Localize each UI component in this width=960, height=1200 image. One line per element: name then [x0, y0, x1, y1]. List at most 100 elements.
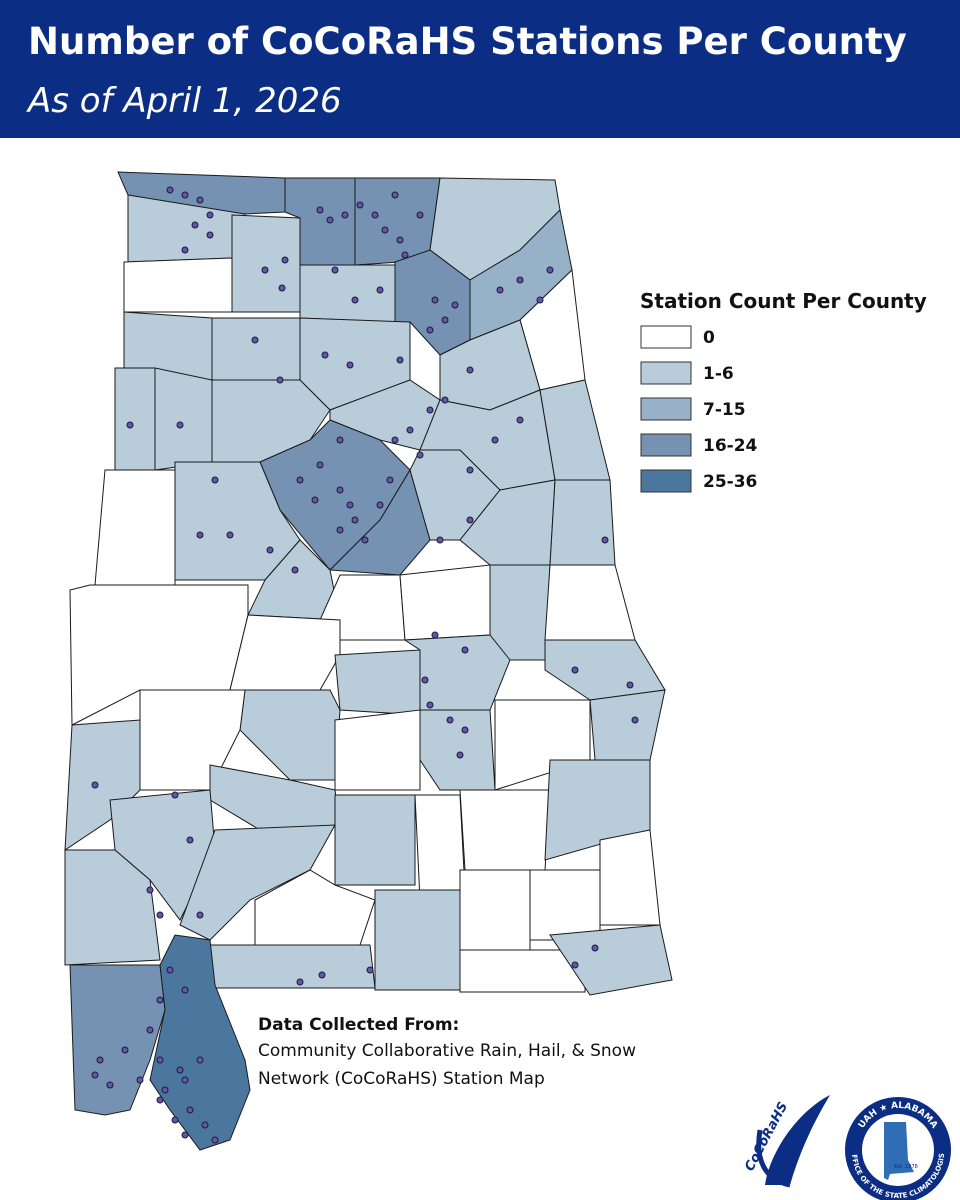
station-dot	[496, 286, 504, 294]
station-dot	[396, 236, 404, 244]
station-dot	[211, 476, 219, 484]
station-dot	[251, 336, 259, 344]
county	[459, 789, 551, 871]
station-dot	[316, 206, 324, 214]
station-dot	[361, 536, 369, 544]
station-dot	[466, 366, 474, 374]
station-dot	[166, 186, 174, 194]
station-dot	[356, 201, 364, 209]
station-dot	[266, 546, 274, 554]
station-dot	[278, 284, 286, 292]
logo-arc	[756, 1129, 791, 1188]
county	[549, 479, 616, 566]
station-dot	[281, 256, 289, 264]
legend-label: 0	[703, 328, 715, 348]
county	[549, 924, 673, 996]
legend-swatch	[640, 361, 692, 385]
legend-label: 7-15	[703, 400, 746, 420]
legend-swatch	[640, 433, 692, 457]
station-dot	[466, 466, 474, 474]
station-dot	[376, 501, 384, 509]
station-dot	[146, 886, 154, 894]
station-dot	[346, 501, 354, 509]
station-dot	[391, 191, 399, 199]
station-dot	[196, 196, 204, 204]
station-dot	[571, 666, 579, 674]
legend-label: 25-36	[703, 472, 757, 492]
station-dot	[261, 266, 269, 274]
station-dot	[441, 396, 449, 404]
station-dot	[326, 216, 334, 224]
station-dot	[631, 716, 639, 724]
station-dot	[426, 701, 434, 709]
station-dot	[516, 416, 524, 424]
station-dot	[416, 451, 424, 459]
station-dot	[121, 1046, 129, 1054]
county	[69, 964, 166, 1116]
county	[64, 849, 161, 966]
station-dot	[426, 326, 434, 334]
cocorahs-logo: CoCoRaHS	[742, 1095, 830, 1188]
station-dot	[386, 476, 394, 484]
station-dot	[421, 676, 429, 684]
county	[399, 564, 491, 641]
station-dot	[591, 944, 599, 952]
seal-est: Est. 1978	[894, 1164, 918, 1170]
county	[403, 634, 511, 711]
seal-state	[884, 1122, 914, 1180]
station-dot	[161, 1086, 169, 1094]
station-dot	[466, 516, 474, 524]
station-dot	[336, 436, 344, 444]
station-dot	[626, 681, 634, 689]
station-dot	[206, 231, 214, 239]
station-dot	[196, 1056, 204, 1064]
source-line: Network (CoCoRaHS) Station Map	[258, 1069, 545, 1089]
station-dot	[461, 726, 469, 734]
legend-swatch	[640, 469, 692, 493]
station-dot	[156, 1096, 164, 1104]
county	[211, 317, 301, 381]
station-dot	[346, 361, 354, 369]
station-dot	[456, 751, 464, 759]
station-dot	[176, 421, 184, 429]
logo-swoosh	[765, 1095, 830, 1185]
station-dot	[426, 406, 434, 414]
station-dot	[431, 296, 439, 304]
station-dot	[401, 251, 409, 259]
station-dot	[181, 1131, 189, 1139]
county	[544, 639, 666, 701]
station-dot	[491, 436, 499, 444]
legend-label: 16-24	[703, 436, 758, 456]
station-dot	[431, 631, 439, 639]
station-dot	[571, 961, 579, 969]
station-dot	[516, 276, 524, 284]
station-dot	[376, 286, 384, 294]
station-dot	[211, 1136, 219, 1144]
station-dot	[91, 1071, 99, 1079]
station-dot	[136, 1076, 144, 1084]
station-dot	[196, 911, 204, 919]
station-dot	[331, 266, 339, 274]
source-line: Community Collaborative Rain, Hail, & Sn…	[258, 1041, 636, 1061]
station-dot	[126, 421, 134, 429]
station-dot	[351, 296, 359, 304]
station-dot	[166, 966, 174, 974]
legend-label: 1-6	[703, 364, 734, 384]
county	[589, 689, 666, 761]
station-dot	[196, 531, 204, 539]
county	[239, 689, 341, 781]
subtitle: As of April 1, 2026	[26, 81, 342, 121]
station-dot	[186, 1106, 194, 1114]
station-dot	[446, 716, 454, 724]
station-dot	[156, 996, 164, 1004]
station-dot	[191, 221, 199, 229]
station-dot	[316, 461, 324, 469]
county	[334, 709, 421, 791]
station-dot	[546, 266, 554, 274]
station-dot	[341, 211, 349, 219]
station-dot	[336, 486, 344, 494]
station-dot	[181, 986, 189, 994]
station-dot	[156, 911, 164, 919]
station-dot	[366, 966, 374, 974]
station-dot	[91, 781, 99, 789]
